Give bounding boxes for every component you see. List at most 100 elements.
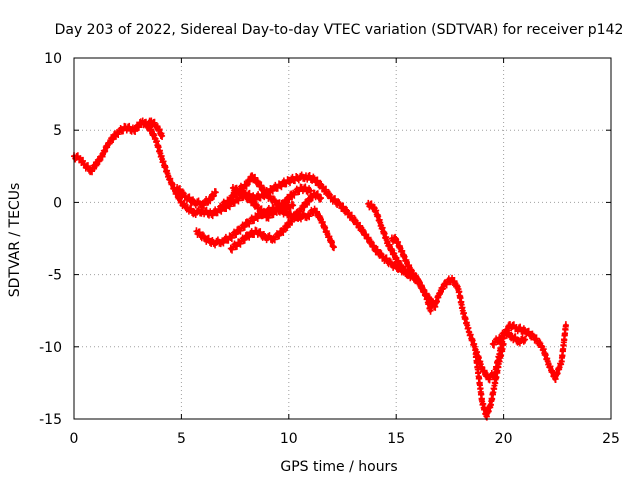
data-point bbox=[265, 215, 270, 219]
data-point bbox=[546, 362, 551, 366]
data-point bbox=[207, 197, 212, 202]
data-point bbox=[366, 202, 371, 206]
data-point bbox=[256, 206, 261, 210]
series-upper-start-segments bbox=[144, 117, 166, 140]
data-point bbox=[256, 181, 261, 186]
data-point bbox=[179, 200, 184, 205]
series-recovery-branch bbox=[489, 328, 529, 349]
data-point bbox=[394, 238, 399, 242]
data-point bbox=[186, 206, 190, 210]
data-point bbox=[488, 402, 493, 407]
x-tick-label: 5 bbox=[177, 431, 186, 447]
data-point bbox=[347, 212, 351, 216]
data-point bbox=[220, 239, 225, 244]
data-point bbox=[418, 281, 422, 286]
data-point bbox=[508, 323, 512, 327]
series-upper-branch bbox=[217, 172, 297, 214]
data-point bbox=[319, 196, 323, 200]
data-point bbox=[480, 366, 484, 371]
data-point bbox=[274, 200, 278, 205]
data-point bbox=[501, 342, 506, 346]
data-point bbox=[486, 376, 491, 381]
data-point bbox=[437, 291, 441, 296]
data-point bbox=[497, 359, 502, 364]
x-axis-label: GPS time / hours bbox=[280, 459, 397, 475]
data-point bbox=[244, 183, 248, 187]
data-point bbox=[306, 199, 310, 203]
x-tick-label: 0 bbox=[70, 431, 79, 447]
data-point bbox=[325, 232, 330, 236]
data-point bbox=[265, 193, 270, 197]
data-point bbox=[235, 189, 240, 193]
data-point bbox=[192, 200, 197, 205]
data-point bbox=[329, 196, 334, 200]
data-point bbox=[231, 186, 235, 190]
x-tick-label: 25 bbox=[602, 431, 620, 447]
axis-ticks: 0 5 10 15 20 25 -15 -10 -5 0 5 10 bbox=[39, 51, 620, 447]
data-point bbox=[385, 241, 390, 245]
data-point bbox=[123, 125, 128, 130]
series-evening-branch bbox=[174, 183, 219, 210]
data-point bbox=[100, 154, 104, 158]
chart-title: Day 203 of 2022, Sidereal Day-to-day VTE… bbox=[55, 22, 624, 38]
data-point bbox=[355, 222, 360, 226]
data-point bbox=[473, 347, 478, 352]
data-point bbox=[246, 220, 250, 225]
data-point bbox=[400, 267, 405, 271]
data-point bbox=[364, 233, 368, 238]
data-point bbox=[306, 213, 310, 218]
data-point bbox=[312, 177, 317, 182]
data-point bbox=[428, 308, 433, 313]
data-point bbox=[433, 304, 437, 309]
data-point bbox=[203, 236, 207, 241]
data-point bbox=[115, 131, 119, 135]
data-point bbox=[456, 287, 461, 291]
data-point bbox=[531, 334, 536, 339]
y-tick-label: -15 bbox=[39, 412, 62, 428]
data-point bbox=[229, 246, 233, 251]
data-point bbox=[237, 228, 242, 232]
data-point bbox=[372, 246, 377, 251]
x-tick-label: 10 bbox=[280, 431, 298, 447]
data-point bbox=[93, 163, 98, 167]
series-dusk-branch bbox=[365, 199, 421, 284]
data-point bbox=[89, 168, 93, 173]
data-point bbox=[235, 197, 240, 202]
data-point bbox=[523, 329, 527, 333]
data-point bbox=[269, 187, 274, 192]
data-point bbox=[480, 399, 484, 404]
data-point bbox=[106, 141, 111, 145]
y-axis-label: SDTVAR / TECUs bbox=[7, 183, 23, 298]
data-point bbox=[332, 245, 336, 249]
data-point bbox=[319, 217, 323, 222]
data-point bbox=[250, 174, 255, 179]
data-point bbox=[282, 206, 287, 210]
data-point bbox=[390, 262, 394, 267]
data-point bbox=[411, 272, 416, 277]
data-point bbox=[381, 255, 386, 260]
data-point bbox=[175, 186, 179, 190]
data-point bbox=[209, 212, 214, 216]
y-tick-label: 5 bbox=[53, 123, 62, 139]
data-point bbox=[132, 128, 136, 132]
data-point bbox=[390, 236, 394, 241]
data-point bbox=[405, 261, 409, 265]
series-mid-branch bbox=[229, 183, 314, 222]
series-lower-branch-2 bbox=[227, 189, 325, 254]
data-point bbox=[497, 336, 502, 340]
data-point bbox=[229, 235, 233, 239]
data-point bbox=[443, 281, 448, 286]
data-point bbox=[295, 176, 300, 180]
data-point bbox=[312, 191, 317, 196]
data-point bbox=[280, 229, 285, 234]
data-point bbox=[149, 119, 154, 124]
data-point bbox=[160, 134, 164, 138]
data-point bbox=[304, 174, 308, 179]
data-point bbox=[321, 186, 325, 190]
data-point bbox=[491, 342, 495, 346]
data-point bbox=[289, 219, 293, 223]
data-point bbox=[254, 229, 259, 234]
data-point bbox=[155, 125, 160, 130]
